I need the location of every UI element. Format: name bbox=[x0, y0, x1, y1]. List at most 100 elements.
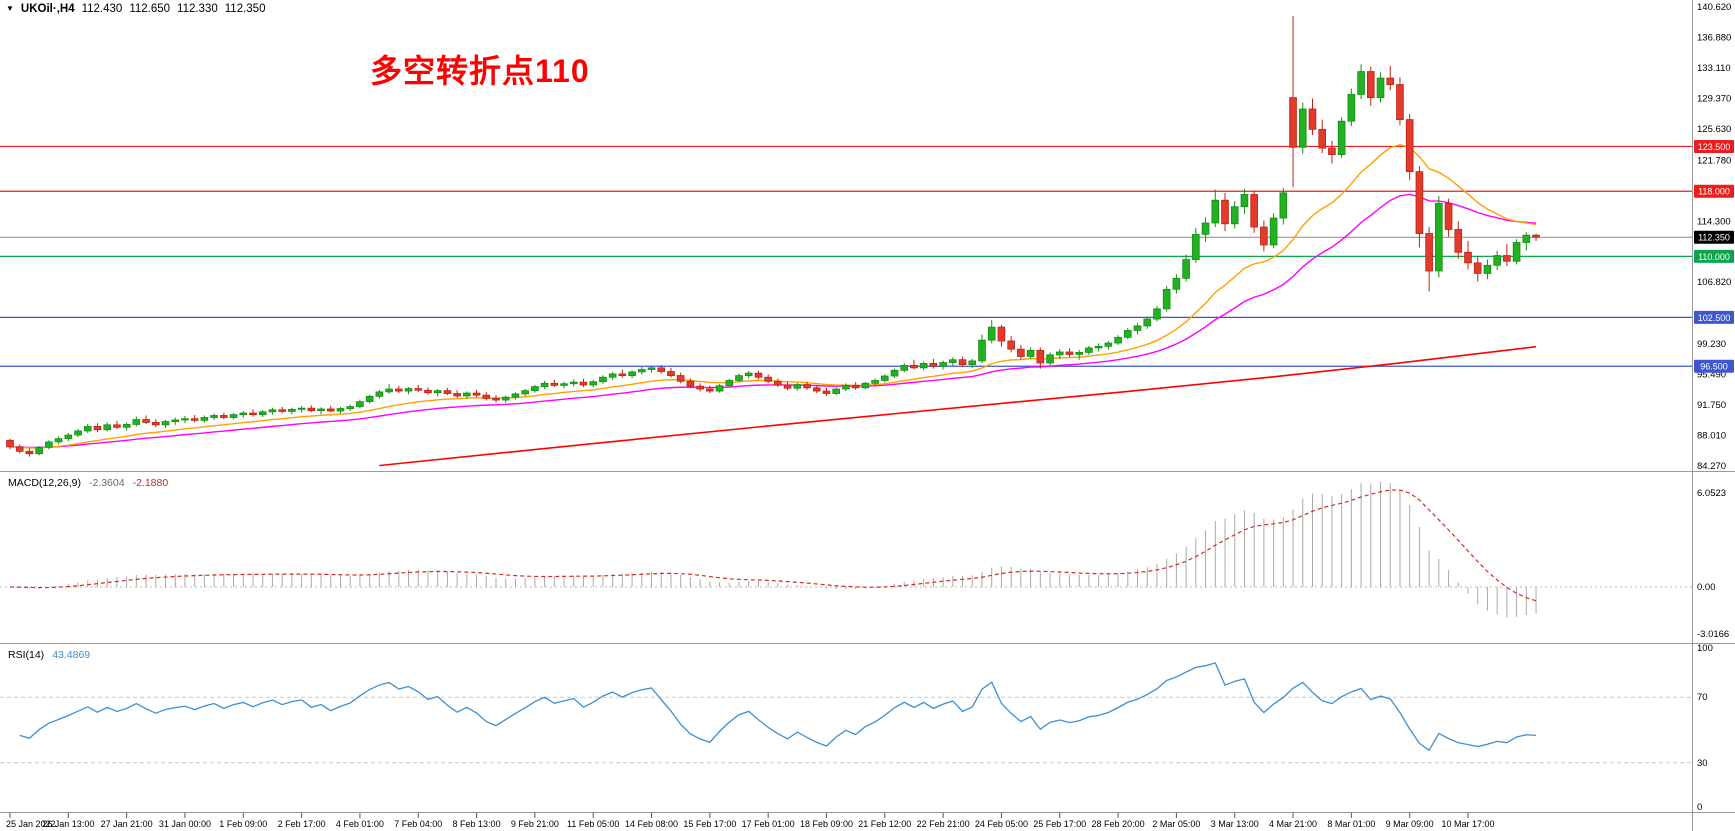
candle-body bbox=[774, 380, 782, 386]
candle-body bbox=[1182, 259, 1190, 279]
candle-body bbox=[220, 415, 228, 418]
candle-body bbox=[1143, 318, 1152, 327]
candle-body bbox=[463, 392, 471, 397]
rsi-panel[interactable] bbox=[0, 662, 1692, 764]
price-tick-label: 136.880 bbox=[1697, 33, 1731, 44]
candle-body bbox=[25, 450, 34, 455]
candle-body bbox=[1318, 128, 1327, 149]
price-badge bbox=[1694, 359, 1734, 373]
candle-body bbox=[404, 388, 413, 392]
time-axis-label: 18 Feb 09:00 bbox=[800, 819, 853, 829]
price-badge-label: 96.500 bbox=[1700, 362, 1728, 372]
price-badge bbox=[1694, 249, 1734, 263]
candle-body bbox=[1007, 340, 1015, 350]
price-axis[interactable]: 140.620 136.880 133.110 129.370 125.630 121.7… bbox=[1694, 2, 1734, 813]
candle-body bbox=[735, 375, 743, 381]
candle-body bbox=[550, 382, 559, 386]
candle-body bbox=[181, 418, 189, 421]
candle-body bbox=[1017, 348, 1025, 357]
time-axis-label: 14 Feb 08:00 bbox=[625, 819, 678, 829]
candle-body bbox=[394, 388, 403, 392]
time-axis-label: 27 Jan 21:00 bbox=[101, 819, 153, 829]
candle-body bbox=[764, 376, 772, 382]
candle-body bbox=[414, 388, 423, 391]
candle-body bbox=[1367, 71, 1375, 99]
candle-body bbox=[1289, 97, 1297, 148]
candle-body bbox=[453, 393, 461, 397]
candle-body bbox=[113, 424, 121, 428]
candle-body bbox=[1250, 194, 1258, 228]
candle-body bbox=[278, 409, 286, 412]
candle-body bbox=[229, 414, 238, 418]
candle-body bbox=[433, 390, 442, 394]
candle-body bbox=[151, 421, 160, 426]
price-tick-label: 95.490 bbox=[1697, 369, 1726, 380]
candle-body bbox=[822, 390, 831, 394]
time-axis-label: 26 Jan 13:00 bbox=[42, 819, 94, 829]
candle-body bbox=[725, 380, 734, 387]
candle-body bbox=[132, 419, 141, 425]
rsi-axis-label: 70 bbox=[1697, 692, 1708, 703]
candle-body bbox=[686, 380, 695, 387]
candle-body bbox=[1493, 255, 1501, 266]
candle-body bbox=[1124, 330, 1132, 338]
candle-body bbox=[1269, 217, 1278, 246]
candle-body bbox=[881, 375, 889, 381]
candle-body bbox=[1298, 108, 1307, 148]
candle-body bbox=[258, 411, 267, 416]
candle-body bbox=[1201, 222, 1210, 235]
candle-body bbox=[599, 376, 607, 383]
candle-body bbox=[939, 362, 947, 367]
candle-body bbox=[317, 408, 325, 411]
price-badge-label: 123.500 bbox=[1698, 142, 1731, 152]
candle-body bbox=[1386, 77, 1395, 85]
candle-body bbox=[375, 391, 384, 397]
candle-body bbox=[346, 406, 354, 409]
candle-body bbox=[910, 365, 918, 369]
candle-body bbox=[890, 369, 899, 377]
candle-body bbox=[1026, 349, 1035, 357]
candle-body bbox=[1114, 336, 1122, 344]
candle-body bbox=[861, 382, 870, 389]
price-panel[interactable] bbox=[0, 16, 1692, 467]
price-badge-label: 118.000 bbox=[1698, 187, 1730, 197]
candle-body bbox=[1522, 234, 1531, 243]
price-tick-label: 88.010 bbox=[1697, 430, 1726, 441]
time-axis-label: 24 Feb 05:00 bbox=[975, 819, 1028, 829]
candle-body bbox=[1376, 77, 1385, 99]
price-tick-label: 84.270 bbox=[1697, 461, 1726, 472]
price-tick-label: 129.370 bbox=[1697, 94, 1731, 105]
candle-body bbox=[83, 426, 92, 432]
candle-body bbox=[560, 383, 568, 386]
time-axis-label: 2 Mar 05:00 bbox=[1152, 819, 1200, 829]
macd-panel[interactable] bbox=[0, 482, 1692, 618]
candle-body bbox=[210, 415, 218, 418]
candle-body bbox=[676, 375, 685, 382]
candle-body bbox=[978, 339, 986, 362]
candle-body bbox=[1415, 171, 1424, 234]
candle-body bbox=[851, 384, 860, 389]
price-tick-label: 99.230 bbox=[1697, 339, 1726, 350]
time-axis-label: 4 Mar 21:00 bbox=[1269, 819, 1317, 829]
rsi-axis-label: 100 bbox=[1697, 643, 1713, 654]
symbol-dropdown-icon[interactable]: ▼ bbox=[6, 4, 14, 13]
candle-body bbox=[1435, 203, 1443, 272]
candle-body bbox=[1396, 84, 1404, 120]
candle-body bbox=[365, 395, 374, 403]
candle-body bbox=[812, 387, 821, 392]
candle-body bbox=[501, 396, 510, 401]
price-tick-label: 106.820 bbox=[1697, 277, 1731, 288]
candle-body bbox=[1464, 251, 1472, 264]
candle-body bbox=[103, 424, 112, 431]
price-badge-label: 102.500 bbox=[1698, 313, 1731, 323]
time-axis-label: 10 Mar 17:00 bbox=[1441, 819, 1494, 829]
candle-body bbox=[1240, 194, 1249, 208]
candle-body bbox=[706, 388, 714, 392]
candle-body bbox=[900, 365, 909, 371]
candle-body bbox=[987, 326, 996, 341]
candle-body bbox=[326, 408, 335, 412]
price-tick-label: 125.630 bbox=[1697, 124, 1731, 135]
